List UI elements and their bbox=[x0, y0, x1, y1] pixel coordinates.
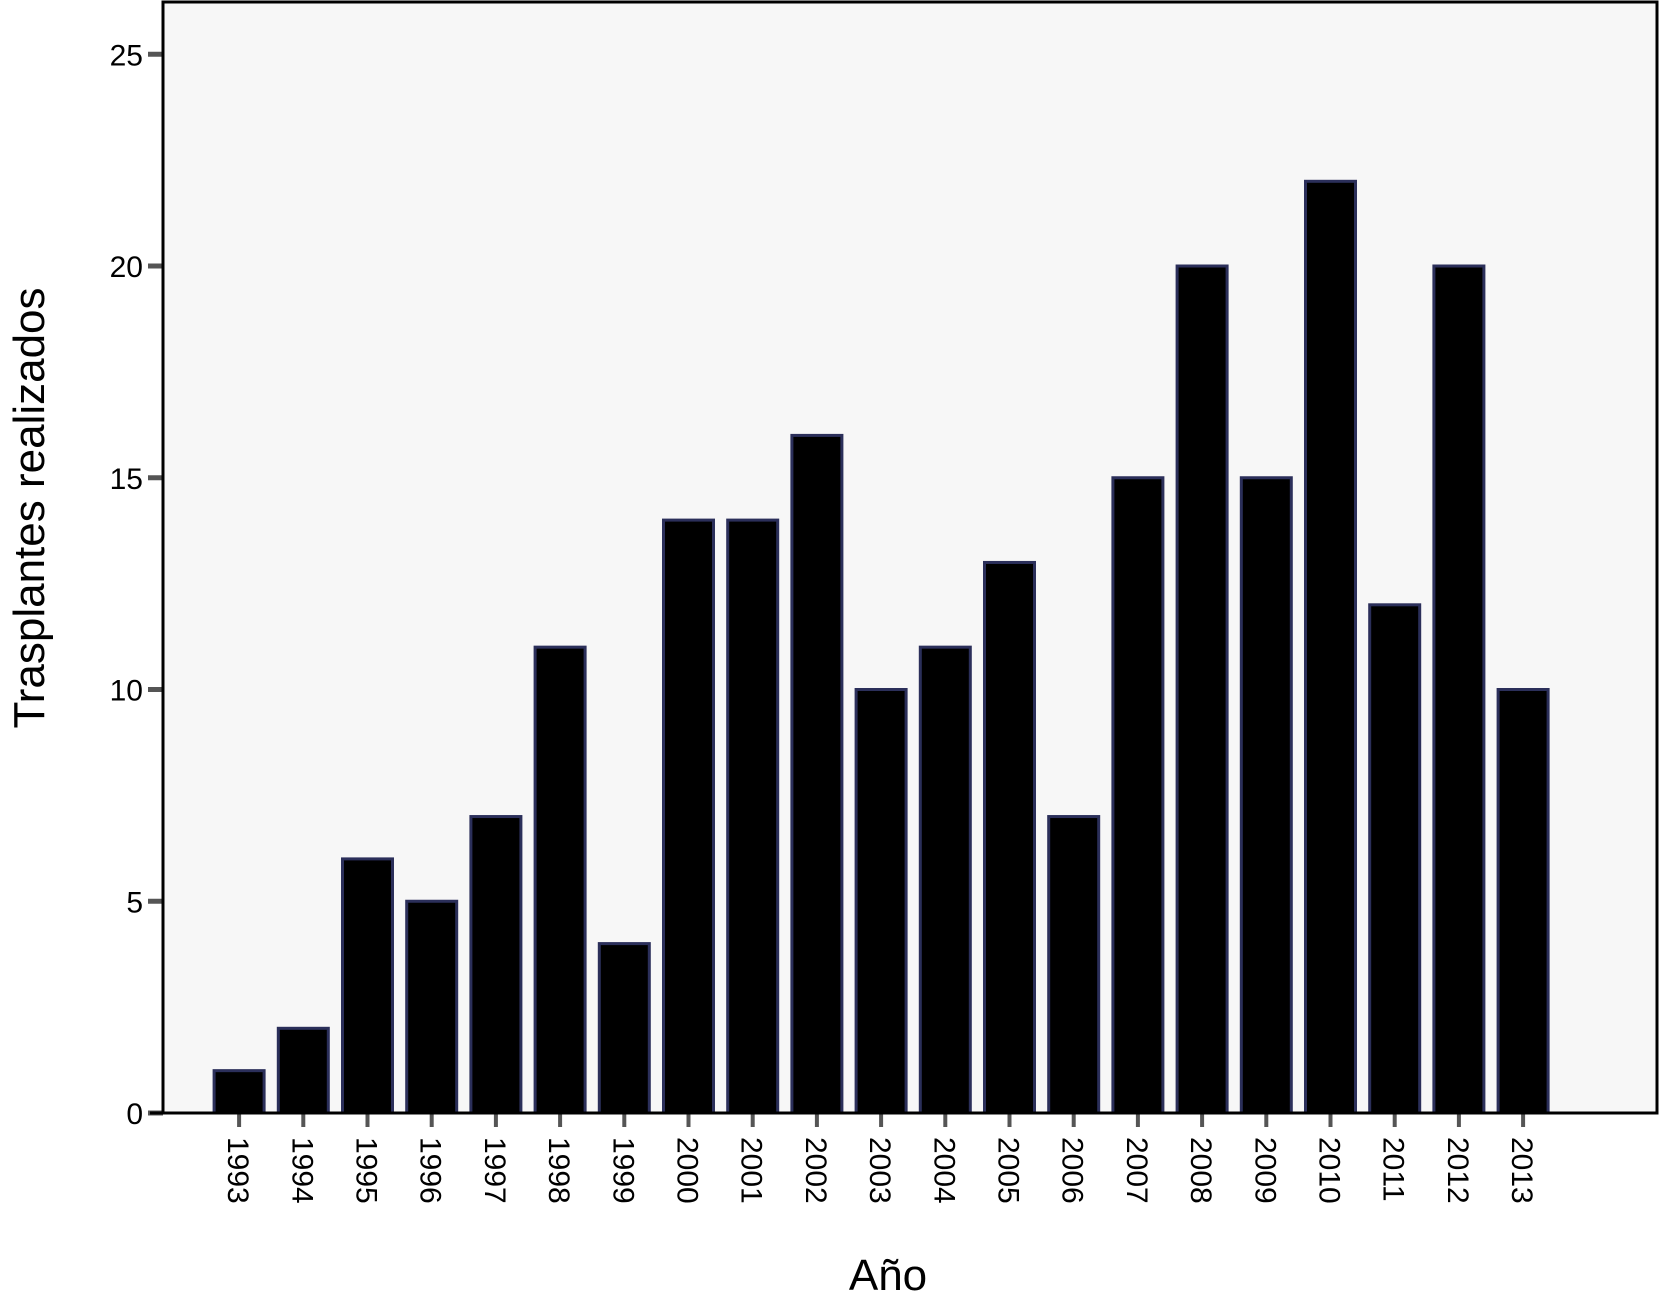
bars bbox=[212, 179, 1550, 1115]
x-tick-label-1997: 1997 bbox=[478, 1137, 511, 1204]
x-tick-label-2003: 2003 bbox=[863, 1137, 896, 1204]
bar-1999 bbox=[597, 942, 651, 1115]
x-tick-label-2006: 2006 bbox=[1056, 1137, 1089, 1204]
y-tick-label: 20 bbox=[110, 251, 143, 284]
bar-2013 bbox=[1496, 688, 1550, 1115]
x-tick-label-1998: 1998 bbox=[542, 1137, 575, 1204]
bar-2002 bbox=[790, 433, 844, 1115]
bar-1997 bbox=[469, 815, 523, 1115]
x-tick-label-1995: 1995 bbox=[350, 1137, 383, 1204]
bar-1995 bbox=[341, 857, 394, 1115]
y-tick-label: 25 bbox=[110, 39, 143, 72]
bar-2011 bbox=[1368, 603, 1422, 1115]
x-tick-label-2002: 2002 bbox=[799, 1137, 832, 1204]
bar-1998 bbox=[533, 645, 587, 1115]
bar-2012 bbox=[1432, 264, 1486, 1115]
x-tick-label-2008: 2008 bbox=[1184, 1137, 1217, 1204]
x-tick-label-2012: 2012 bbox=[1441, 1137, 1474, 1204]
x-tick-label-1993: 1993 bbox=[221, 1137, 254, 1204]
x-tick-label-1994: 1994 bbox=[285, 1137, 318, 1204]
x-axis-ticks: 1993 1994 1995 1996 1997 1998 1999 2000 2001 2002… bbox=[221, 1113, 1538, 1204]
bar-2001 bbox=[726, 518, 780, 1115]
y-axis-title: Trasplantes realizados bbox=[5, 287, 54, 728]
y-axis-ticks: 0 5 10 15 20 25 bbox=[110, 39, 163, 1131]
y-tick-label: 15 bbox=[110, 463, 143, 496]
x-tick-label-2005: 2005 bbox=[992, 1137, 1025, 1204]
y-tick-label: 5 bbox=[126, 886, 143, 919]
x-tick-label-2007: 2007 bbox=[1120, 1137, 1153, 1204]
x-tick-label-2000: 2000 bbox=[671, 1137, 704, 1204]
x-tick-label-1996: 1996 bbox=[414, 1137, 447, 1204]
bar-2007 bbox=[1111, 476, 1165, 1115]
x-tick-label-2004: 2004 bbox=[927, 1137, 960, 1204]
x-tick-label-2011: 2011 bbox=[1377, 1137, 1410, 1202]
x-axis-title: Año bbox=[849, 1251, 927, 1300]
x-tick-label-2013: 2013 bbox=[1505, 1137, 1538, 1204]
x-tick-label-2010: 2010 bbox=[1313, 1137, 1346, 1204]
x-tick-label-2009: 2009 bbox=[1248, 1137, 1281, 1204]
bar-2000 bbox=[662, 518, 715, 1115]
x-tick-label-2001: 2001 bbox=[735, 1137, 768, 1204]
bar-1993 bbox=[212, 1069, 266, 1115]
bar-2009 bbox=[1239, 476, 1293, 1115]
bar-2008 bbox=[1175, 264, 1229, 1115]
bar-2006 bbox=[1047, 815, 1101, 1115]
y-tick-label: 0 bbox=[126, 1098, 143, 1131]
bar-1994 bbox=[276, 1026, 330, 1115]
x-tick-label-1999: 1999 bbox=[606, 1137, 639, 1204]
bar-2004 bbox=[918, 645, 972, 1115]
y-tick-label: 10 bbox=[110, 675, 143, 708]
bar-2010 bbox=[1304, 179, 1357, 1115]
bar-2005 bbox=[983, 560, 1036, 1115]
bar-1996 bbox=[405, 899, 459, 1115]
bar-2003 bbox=[854, 688, 908, 1115]
